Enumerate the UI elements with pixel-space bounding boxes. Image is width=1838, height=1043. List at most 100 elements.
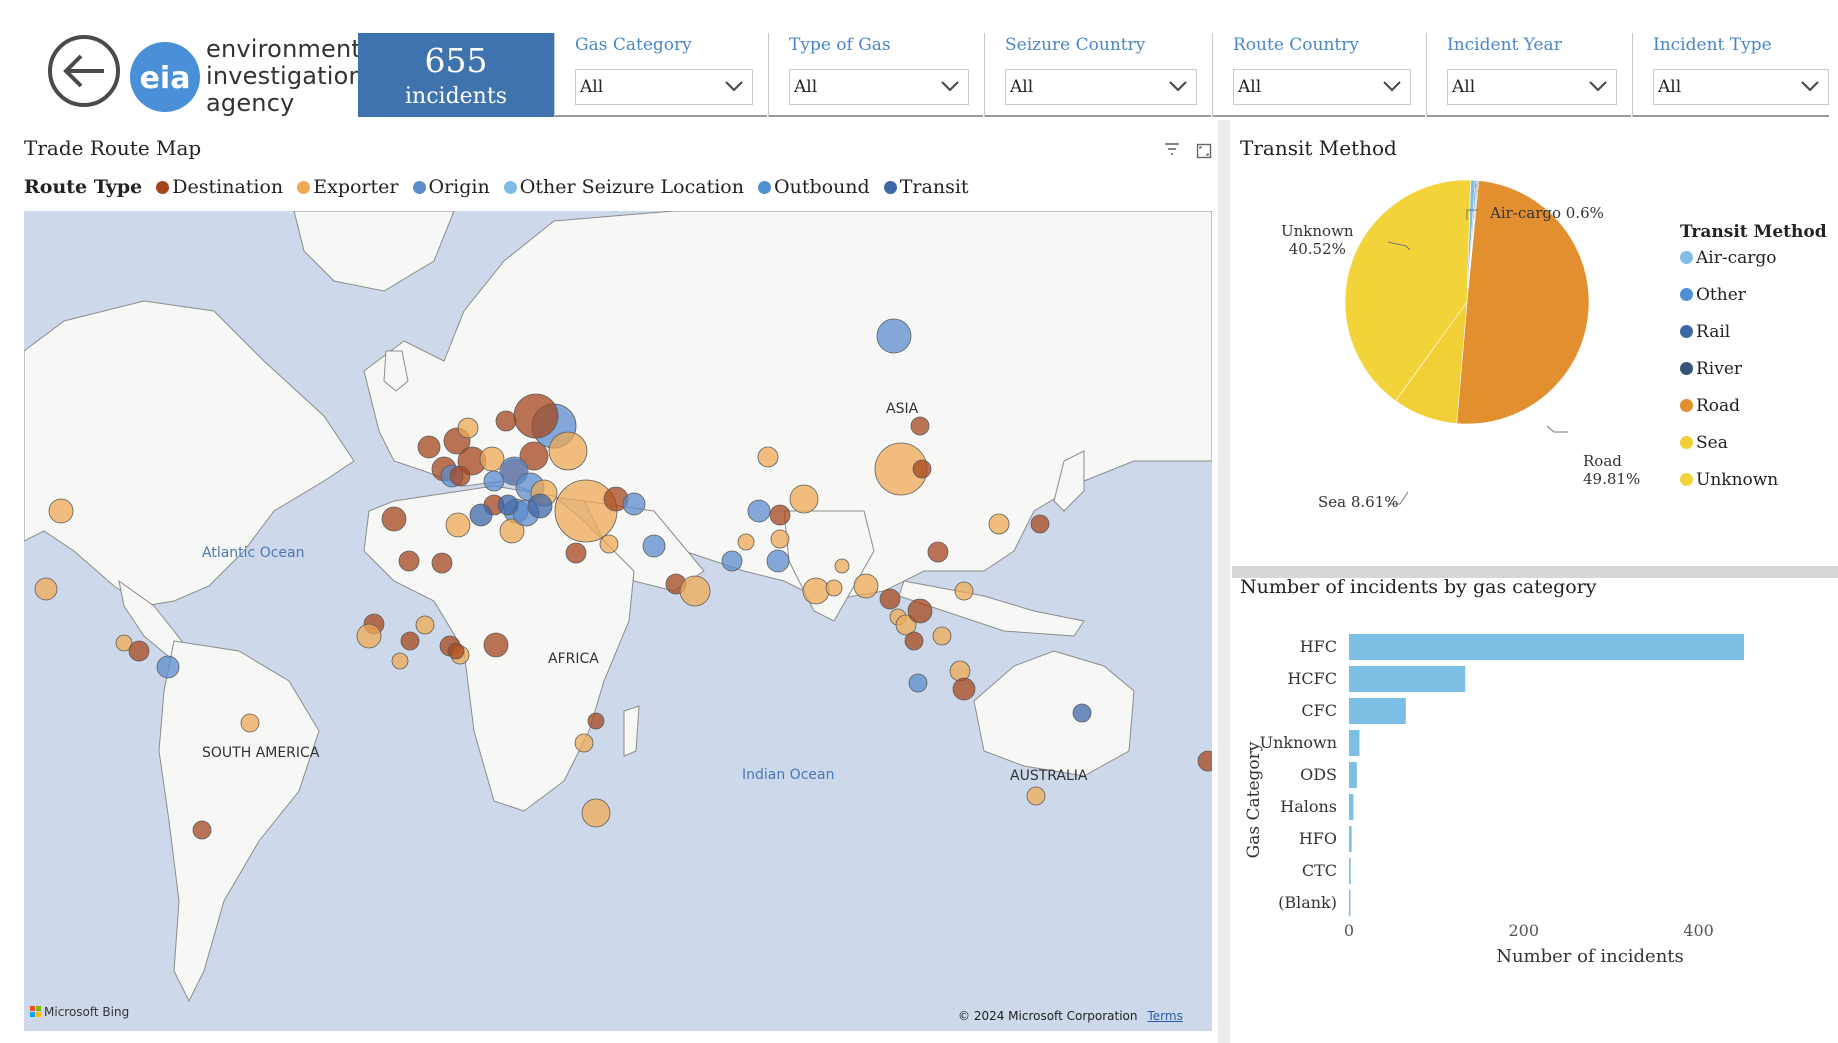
route-marker[interactable]	[48, 498, 74, 524]
route-marker[interactable]	[400, 631, 420, 651]
route-marker[interactable]	[240, 713, 260, 733]
incident-type-dropdown[interactable]: All	[1653, 69, 1829, 105]
pie-legend-item[interactable]: Sea	[1680, 433, 1827, 470]
bar-unknown[interactable]	[1349, 730, 1360, 756]
route-marker[interactable]	[497, 494, 519, 516]
route-marker[interactable]	[156, 655, 180, 679]
route-marker[interactable]	[1026, 786, 1046, 806]
bar-ctc[interactable]	[1349, 858, 1351, 884]
pie-legend-item[interactable]: Unknown	[1680, 470, 1827, 507]
route-marker[interactable]	[128, 640, 150, 662]
route-marker[interactable]	[565, 542, 587, 564]
route-marker[interactable]	[834, 558, 850, 574]
legend-item-transit[interactable]: Transit	[883, 176, 969, 198]
type-of-gas-dropdown[interactable]: All	[789, 69, 969, 105]
route-marker[interactable]	[789, 484, 819, 514]
route-marker[interactable]	[927, 541, 949, 563]
route-marker[interactable]	[954, 581, 974, 601]
route-marker[interactable]	[770, 529, 790, 549]
focus-mode-icon[interactable]	[1196, 143, 1212, 159]
route-marker[interactable]	[908, 673, 928, 693]
bar-hfo[interactable]	[1349, 826, 1352, 852]
bar-cfc[interactable]	[1349, 698, 1406, 724]
route-marker[interactable]	[495, 410, 517, 432]
route-marker[interactable]	[34, 577, 58, 601]
route-marker[interactable]	[499, 518, 525, 544]
route-marker[interactable]	[548, 431, 588, 471]
route-marker[interactable]	[381, 506, 407, 532]
route-marker[interactable]	[907, 598, 933, 624]
route-marker[interactable]	[910, 416, 930, 436]
terms-link[interactable]: Terms	[1147, 1009, 1183, 1023]
route-marker[interactable]	[721, 550, 743, 572]
legend-item-outbound[interactable]: Outbound	[758, 176, 870, 198]
route-marker[interactable]	[391, 652, 409, 670]
route-marker[interactable]	[356, 623, 382, 649]
bar-ods[interactable]	[1349, 762, 1357, 788]
route-marker[interactable]	[1072, 703, 1092, 723]
route-marker[interactable]	[949, 660, 971, 682]
legend-item-exporter[interactable]: Exporter	[297, 176, 398, 198]
pie-legend-item[interactable]: River	[1680, 359, 1827, 396]
route-marker[interactable]	[766, 549, 790, 573]
bar-halons[interactable]	[1349, 794, 1354, 820]
seizure-country-dropdown[interactable]: All	[1005, 69, 1197, 105]
pie-legend-item[interactable]: Air-cargo	[1680, 248, 1827, 285]
route-marker[interactable]	[912, 459, 932, 479]
route-marker[interactable]	[445, 512, 471, 538]
pie-legend-item[interactable]: Other	[1680, 285, 1827, 322]
route-marker[interactable]	[1030, 514, 1050, 534]
route-marker[interactable]	[431, 552, 453, 574]
legend-item-origin[interactable]: Origin	[412, 176, 490, 198]
route-marker[interactable]	[988, 513, 1010, 535]
route-marker[interactable]	[825, 579, 843, 597]
route-marker[interactable]	[932, 626, 952, 646]
route-marker[interactable]	[581, 798, 611, 828]
route-marker[interactable]	[483, 632, 509, 658]
route-marker[interactable]	[398, 550, 420, 572]
gas-category-dropdown[interactable]: All	[575, 69, 753, 105]
route-marker[interactable]	[747, 499, 771, 523]
route-marker[interactable]	[679, 575, 711, 607]
route-marker[interactable]	[519, 441, 549, 471]
route-marker[interactable]	[769, 504, 791, 526]
route-marker[interactable]	[415, 615, 435, 635]
route-marker[interactable]	[115, 634, 133, 652]
route-marker[interactable]	[449, 465, 471, 487]
route-marker[interactable]	[554, 479, 618, 543]
route-country-dropdown[interactable]: All	[1233, 69, 1411, 105]
pie-legend-item[interactable]: Rail	[1680, 322, 1827, 359]
bar-hfc[interactable]	[1349, 634, 1745, 660]
route-marker[interactable]	[737, 533, 755, 551]
pie-slice-unknown[interactable]	[1344, 179, 1471, 402]
route-marker[interactable]	[587, 712, 605, 730]
route-marker[interactable]	[876, 318, 912, 354]
route-marker[interactable]	[622, 492, 646, 516]
incident-year-dropdown[interactable]: All	[1447, 69, 1617, 105]
route-marker[interactable]	[527, 493, 553, 519]
pie-legend-item[interactable]: Road	[1680, 396, 1827, 433]
route-marker[interactable]	[879, 588, 901, 610]
route-marker[interactable]	[904, 631, 924, 651]
route-marker[interactable]	[483, 470, 505, 492]
route-marker[interactable]	[513, 393, 559, 439]
route-marker[interactable]	[417, 435, 441, 459]
route-marker[interactable]	[574, 733, 594, 753]
pie-slice-road[interactable]	[1456, 180, 1590, 425]
route-marker[interactable]	[447, 642, 465, 660]
route-marker[interactable]	[952, 677, 976, 701]
filter-icon[interactable]	[1163, 141, 1181, 157]
route-marker[interactable]	[802, 577, 830, 605]
route-marker[interactable]	[853, 573, 879, 599]
legend-item-other-seizure[interactable]: Other Seizure Location	[503, 176, 744, 198]
route-marker[interactable]	[642, 534, 666, 558]
route-marker[interactable]	[757, 446, 779, 468]
route-marker[interactable]	[599, 534, 619, 554]
route-marker[interactable]	[895, 614, 917, 636]
route-marker[interactable]	[457, 417, 479, 439]
back-button[interactable]	[36, 34, 136, 134]
route-marker[interactable]	[1197, 750, 1212, 772]
trade-route-map[interactable]: Atlantic Ocean Indian Ocean ASIA AFRICA …	[24, 211, 1212, 1031]
legend-item-destination[interactable]: Destination	[156, 176, 283, 198]
bar-hcfc[interactable]	[1349, 666, 1466, 692]
